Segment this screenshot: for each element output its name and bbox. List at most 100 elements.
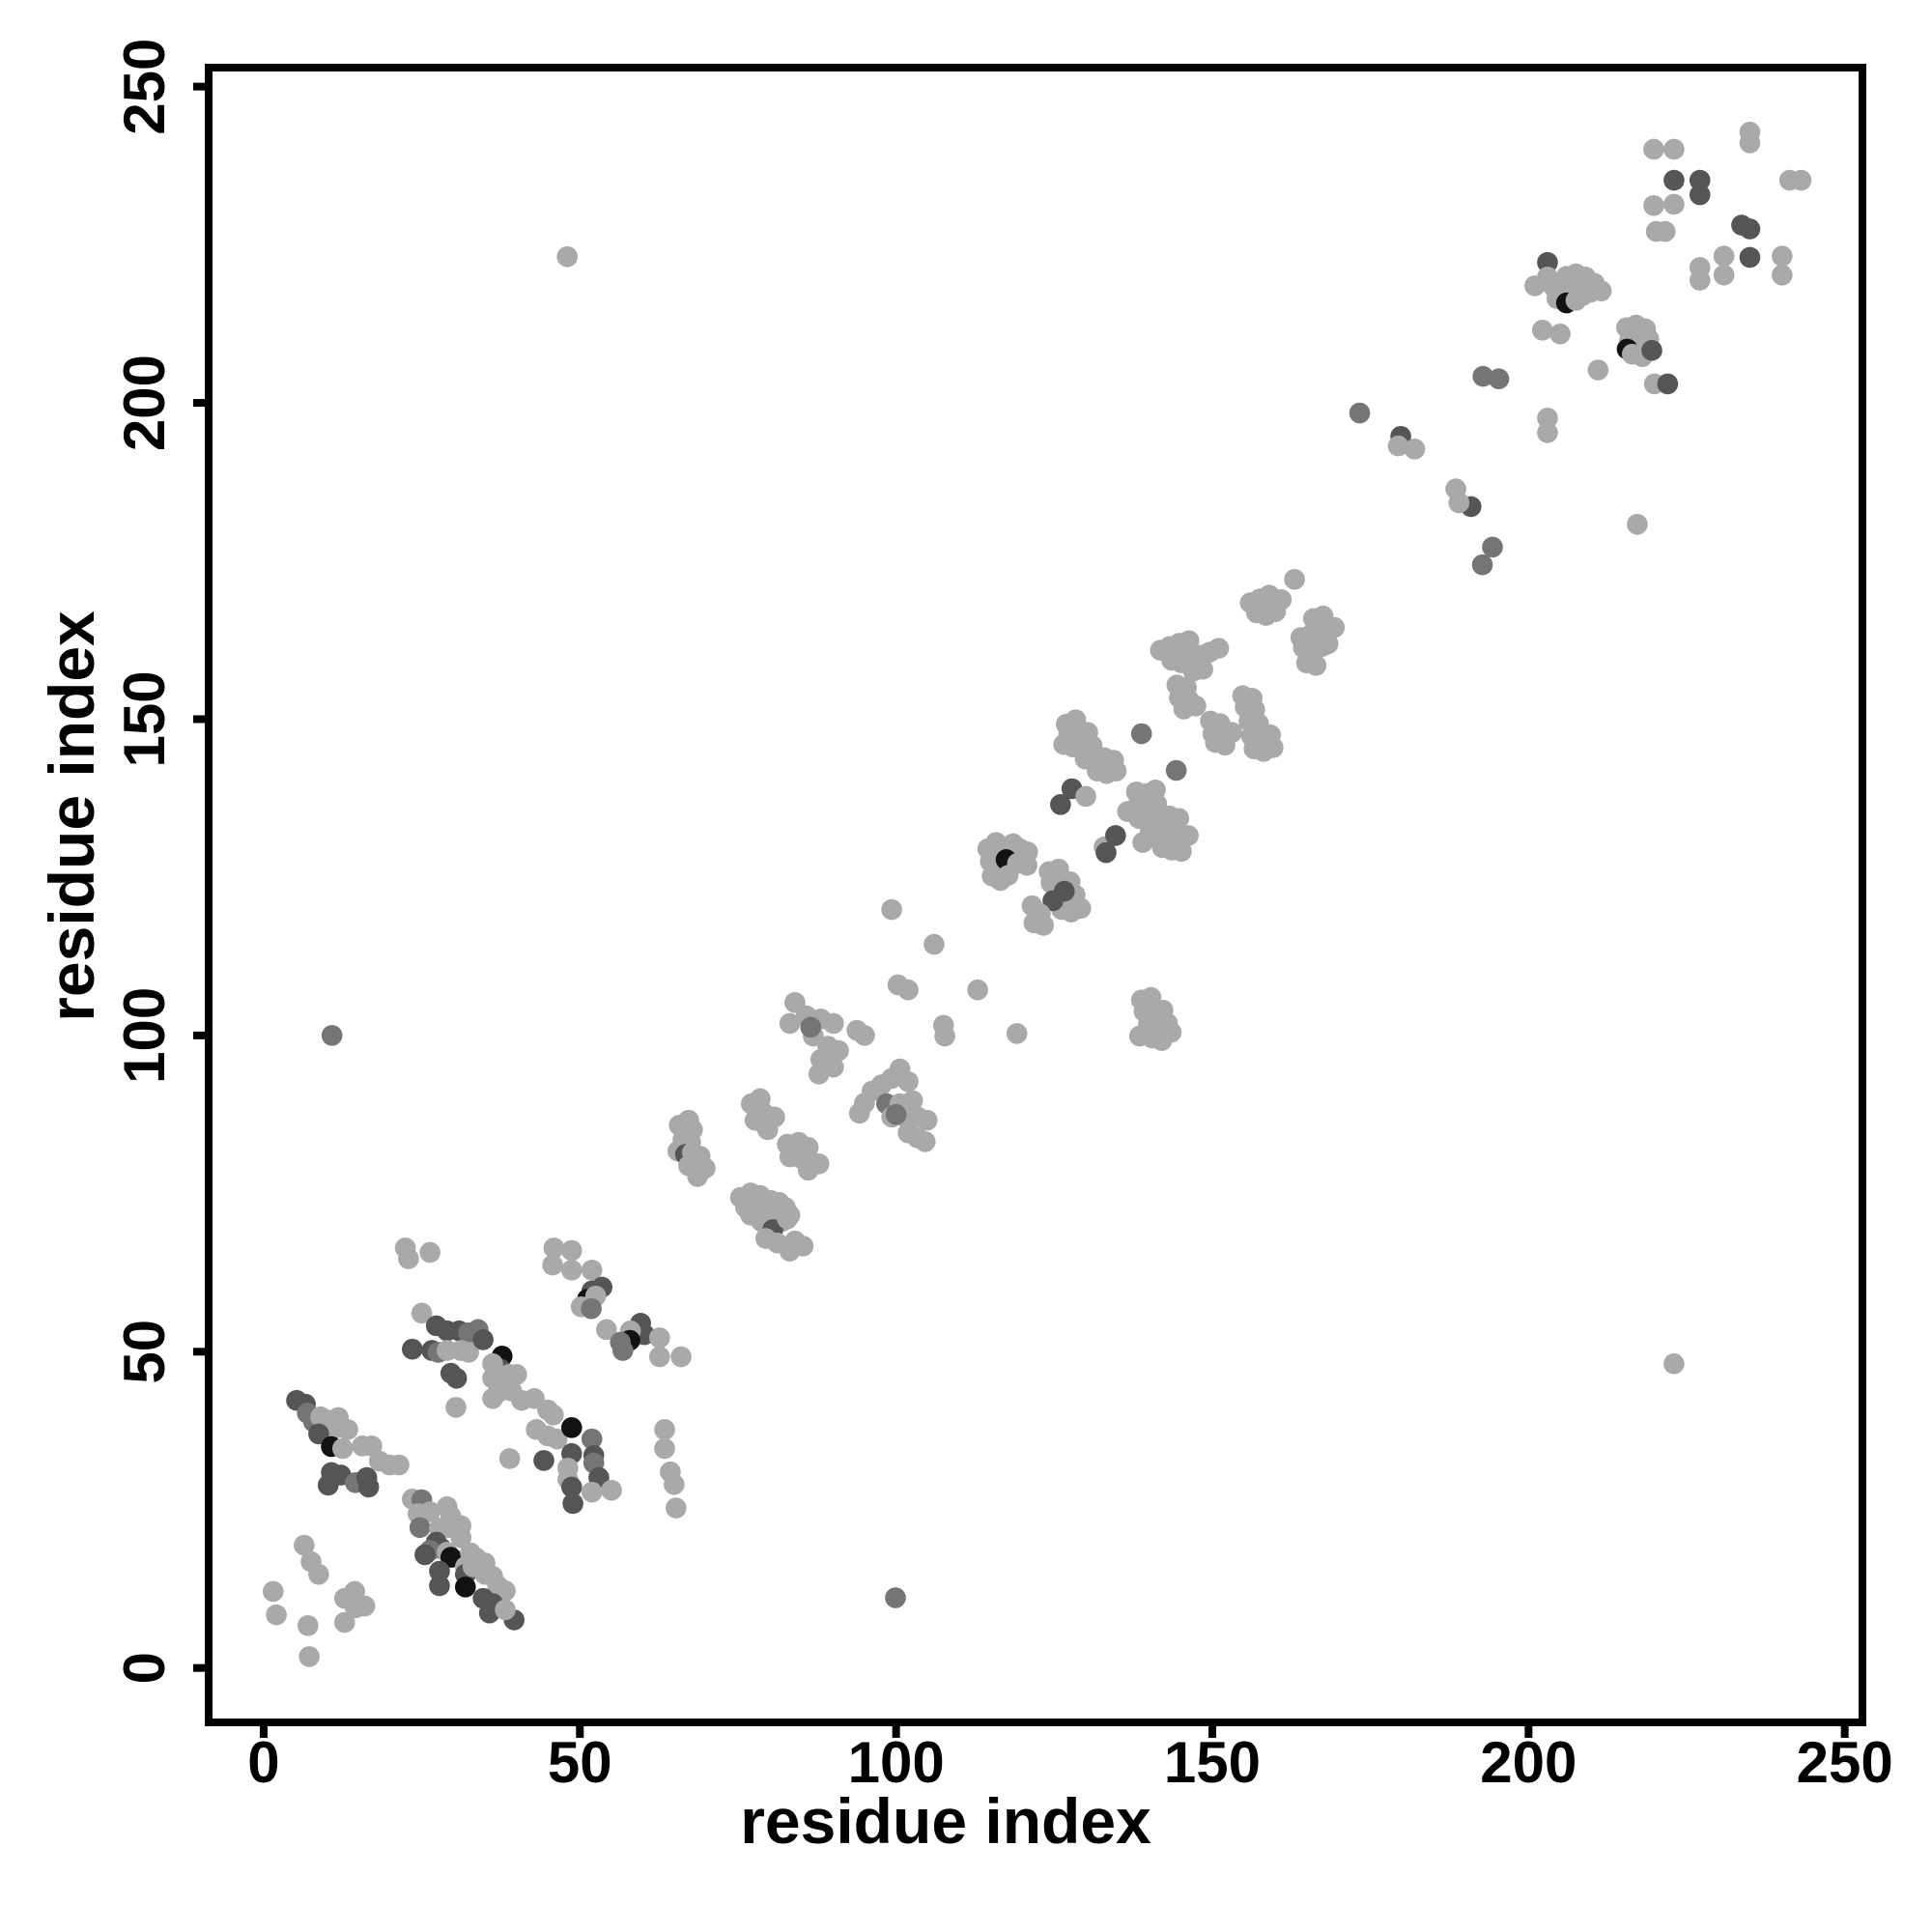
data-point xyxy=(1070,897,1092,920)
data-point xyxy=(445,1397,467,1418)
data-point xyxy=(897,1070,919,1093)
data-point xyxy=(556,245,579,268)
data-point xyxy=(298,1646,320,1667)
data-point xyxy=(1349,402,1371,424)
data-point xyxy=(885,1587,906,1608)
x-tick-label: 150 xyxy=(1164,1730,1261,1795)
data-point xyxy=(581,1481,603,1503)
data-point xyxy=(1387,435,1409,457)
data-point xyxy=(308,1423,329,1445)
data-point xyxy=(560,1476,582,1498)
data-point xyxy=(1587,359,1609,381)
data-point xyxy=(581,1297,602,1320)
data-point xyxy=(1689,270,1711,291)
data-point xyxy=(670,1346,692,1368)
data-point xyxy=(934,1025,955,1047)
data-point xyxy=(409,1517,431,1539)
data-point xyxy=(1404,439,1426,460)
data-point xyxy=(601,1479,622,1501)
y-tick-label: 150 xyxy=(112,670,177,767)
data-point xyxy=(1713,264,1735,286)
data-point xyxy=(419,1501,440,1522)
data-point xyxy=(1050,794,1071,815)
data-point xyxy=(419,1241,440,1264)
points-layer xyxy=(262,121,1812,1667)
data-point xyxy=(472,1329,494,1350)
data-point xyxy=(546,1428,568,1450)
data-point xyxy=(885,1103,907,1125)
data-point xyxy=(1208,638,1230,659)
data-point xyxy=(455,1577,476,1598)
data-point xyxy=(1178,825,1199,846)
data-point xyxy=(1165,759,1187,781)
data-point xyxy=(1654,220,1676,242)
data-point xyxy=(1006,1023,1028,1044)
data-point xyxy=(495,1599,516,1621)
data-point xyxy=(1627,513,1648,535)
y-tick-label: 0 xyxy=(112,1652,177,1684)
x-tick-label: 250 xyxy=(1797,1730,1893,1795)
data-point xyxy=(1305,655,1327,676)
data-point xyxy=(388,1454,410,1476)
data-point xyxy=(1105,760,1127,781)
data-point xyxy=(543,1237,565,1259)
data-point xyxy=(1168,808,1190,830)
data-point xyxy=(1739,246,1761,269)
y-axis-ticks: 0 50 100 150 200 250 xyxy=(112,39,209,1684)
data-point xyxy=(1772,264,1793,286)
data-point xyxy=(1132,832,1153,853)
data-point xyxy=(1270,588,1293,611)
data-point xyxy=(562,1492,583,1515)
data-point xyxy=(450,1526,472,1548)
data-point xyxy=(1448,492,1470,514)
data-point xyxy=(1549,323,1571,345)
data-point xyxy=(1537,266,1558,288)
data-point xyxy=(1105,825,1126,846)
data-point xyxy=(294,1534,315,1556)
y-axis-label: residue index xyxy=(36,611,107,1022)
data-point xyxy=(1145,780,1166,801)
data-point xyxy=(777,1208,798,1230)
data-point xyxy=(797,1159,819,1181)
data-point xyxy=(414,1544,436,1566)
data-point xyxy=(828,1039,849,1062)
data-point xyxy=(1689,169,1711,191)
data-point xyxy=(317,1474,339,1496)
data-point xyxy=(1689,184,1711,206)
data-point xyxy=(333,1611,355,1634)
data-point xyxy=(1173,698,1195,720)
data-point xyxy=(411,1302,433,1324)
data-point xyxy=(1205,731,1227,753)
data-point xyxy=(735,1197,756,1218)
data-point xyxy=(1488,368,1510,389)
data-point xyxy=(1317,633,1339,655)
data-point xyxy=(1095,841,1117,864)
data-point xyxy=(1075,785,1096,808)
data-point xyxy=(1643,138,1664,160)
data-point xyxy=(482,1387,503,1409)
data-point xyxy=(916,1109,938,1131)
data-point xyxy=(506,1364,527,1385)
data-point xyxy=(1663,1352,1685,1375)
data-point xyxy=(543,1404,564,1426)
data-point xyxy=(648,1346,670,1368)
data-point xyxy=(337,1419,358,1440)
data-point xyxy=(1482,536,1503,558)
data-point xyxy=(881,898,902,921)
y-tick-label: 250 xyxy=(112,39,177,135)
data-point xyxy=(1713,245,1735,267)
data-point xyxy=(354,1595,376,1617)
data-point xyxy=(581,1260,603,1281)
data-point xyxy=(923,933,945,955)
data-point xyxy=(429,1560,450,1582)
data-point xyxy=(344,1580,366,1603)
data-point xyxy=(560,1260,582,1281)
x-axis-label: residue index xyxy=(740,1785,1151,1857)
y-tick-label: 100 xyxy=(112,987,177,1084)
data-point xyxy=(779,1012,801,1035)
data-point xyxy=(321,1025,343,1046)
data-point xyxy=(262,1580,284,1603)
data-point xyxy=(854,1025,875,1046)
